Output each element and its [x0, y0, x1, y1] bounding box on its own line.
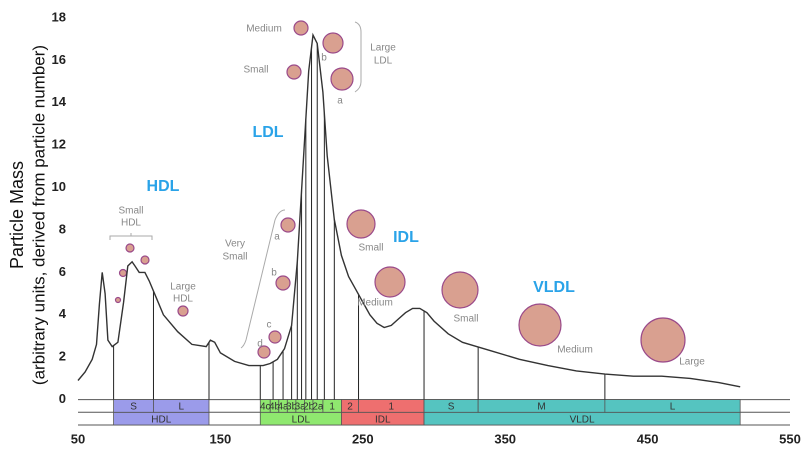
class-label: IDL — [393, 229, 419, 246]
subclass-label: 2 — [347, 402, 353, 413]
y-tick-label: 8 — [59, 221, 66, 236]
x-tick-label: 550 — [779, 431, 801, 446]
annotation: Large — [679, 357, 705, 368]
annotation: Small — [243, 65, 268, 76]
annotation: Very — [225, 239, 245, 250]
y-tick-label: 4 — [59, 306, 67, 321]
y-tick-label: 6 — [59, 264, 66, 279]
x-tick-label: 450 — [637, 431, 659, 446]
annotation: b — [321, 53, 327, 64]
chart: Particle Mass(arbitrary units, derived f… — [0, 0, 806, 450]
annotation: Large — [370, 43, 396, 54]
subclass-label: M — [537, 402, 545, 413]
subclass-label: L — [178, 402, 184, 413]
y-axis-label: Particle Mass — [7, 161, 27, 269]
class-label: HDL — [147, 178, 180, 195]
y-tick-label: 16 — [52, 52, 66, 67]
band-label: LDL — [292, 414, 311, 425]
annotation: c — [267, 320, 272, 331]
band-label: HDL — [151, 414, 171, 425]
particles — [116, 21, 686, 362]
annotation: Medium — [557, 345, 593, 356]
y-axis-label: (arbitrary units, derived from particle … — [29, 45, 48, 385]
annotation: Small — [222, 252, 247, 263]
y-tick-label: 0 — [59, 391, 66, 406]
class-label: LDL — [252, 124, 283, 141]
annotation: a — [274, 232, 280, 243]
subclass-label: L — [670, 402, 676, 413]
band-label: VLDL — [570, 414, 595, 425]
x-tick-label: 150 — [210, 431, 232, 446]
x-tick-label: 350 — [494, 431, 516, 446]
annotation: HDL — [173, 294, 193, 305]
y-tick-label: 18 — [52, 9, 66, 24]
annotation: Small — [358, 243, 383, 254]
band-label: IDL — [375, 414, 391, 425]
subclass-label: S — [448, 402, 455, 413]
annotation: a — [337, 96, 343, 107]
subclass-label: 2a — [312, 402, 324, 413]
annotation: LDL — [374, 56, 393, 67]
data-line — [78, 35, 740, 387]
subclass-label: 1 — [329, 402, 335, 413]
annotation: Medium — [357, 298, 393, 309]
y-tick-label: 14 — [52, 94, 67, 109]
class-label: VLDL — [533, 279, 575, 296]
subclass-label: S — [130, 402, 137, 413]
annotation: HDL — [121, 218, 141, 229]
annotation: b — [271, 268, 277, 279]
annotation: d — [257, 339, 263, 350]
subclass-label: 1 — [388, 402, 394, 413]
y-tick-label: 2 — [59, 349, 66, 364]
x-tick-label: 250 — [352, 431, 374, 446]
y-tick-label: 12 — [52, 137, 66, 152]
y-tick-label: 10 — [52, 179, 66, 194]
annotation: Small — [453, 314, 478, 325]
annotation: Medium — [246, 24, 282, 35]
annotation: Large — [170, 282, 196, 293]
annotation: Small — [118, 206, 143, 217]
x-tick-label: 50 — [71, 431, 85, 446]
